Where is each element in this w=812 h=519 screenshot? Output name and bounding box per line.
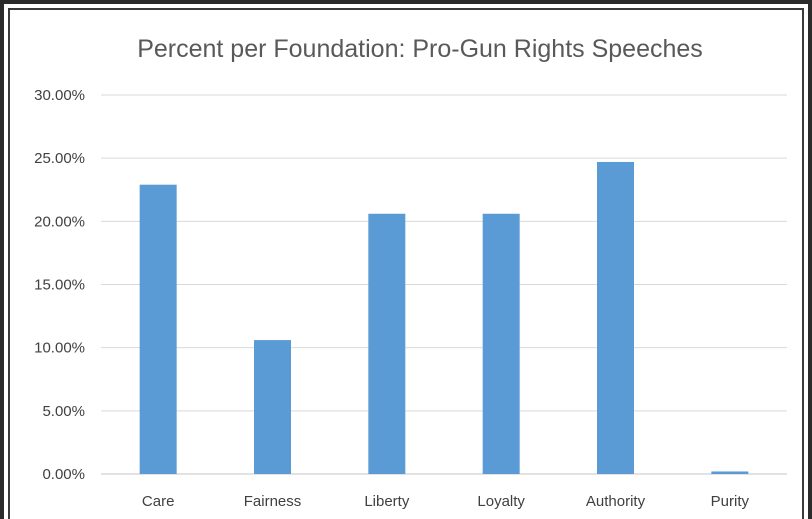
x-category-label: Liberty [364, 493, 410, 510]
y-tick-label: 15.00% [34, 277, 85, 294]
y-tick-label: 10.00% [34, 340, 85, 357]
x-category-label: Loyalty [477, 493, 525, 510]
x-category-label: Fairness [244, 493, 302, 510]
bar-loyalty [482, 213, 520, 474]
chart-title: Percent per Foundation: Pro-Gun Rights S… [137, 35, 703, 63]
y-tick-label: 25.00% [34, 150, 85, 167]
y-tick-label: 5.00% [42, 403, 85, 420]
x-category-label: Care [142, 493, 175, 510]
y-tick-label: 20.00% [34, 213, 85, 230]
x-category-label: Purity [711, 493, 750, 510]
bar-liberty [368, 213, 406, 474]
bar-authority [597, 161, 634, 474]
y-tick-label: 0.00% [42, 466, 85, 483]
bar-purity [711, 471, 749, 474]
x-axis-category-labels: Care Fairness Liberty Loyalty Authority Purit… [142, 493, 750, 510]
bar-fairness [254, 340, 291, 474]
gridlines [101, 94, 787, 475]
y-axis-tick-labels: 0.00% 5.00% 10.00% 15.00% 20.00% 25.00% 30.00% [34, 87, 85, 483]
bar-care [139, 184, 177, 475]
bars [139, 161, 749, 475]
y-tick-label: 30.00% [34, 87, 85, 104]
x-category-label: Authority [586, 493, 646, 510]
